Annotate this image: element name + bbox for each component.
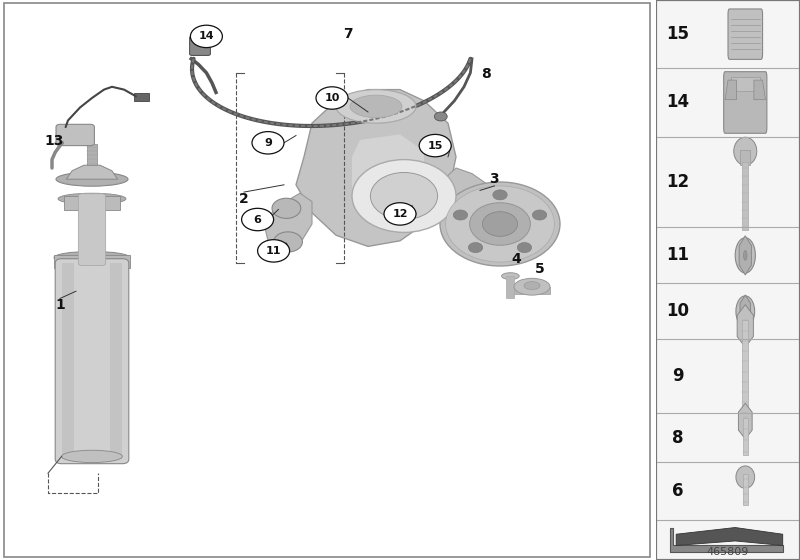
Text: 6: 6 bbox=[672, 482, 683, 500]
Circle shape bbox=[252, 132, 284, 154]
Ellipse shape bbox=[58, 193, 126, 204]
Text: 1: 1 bbox=[55, 298, 65, 312]
Circle shape bbox=[482, 212, 518, 236]
Ellipse shape bbox=[514, 278, 550, 295]
Circle shape bbox=[419, 134, 451, 157]
Circle shape bbox=[316, 87, 348, 109]
Ellipse shape bbox=[502, 273, 519, 279]
Text: 15: 15 bbox=[666, 25, 689, 43]
Text: 4: 4 bbox=[511, 252, 521, 265]
Polygon shape bbox=[737, 305, 754, 347]
Bar bbox=[87, 144, 97, 165]
Text: 8: 8 bbox=[672, 429, 683, 447]
Text: 6: 6 bbox=[254, 214, 262, 225]
Ellipse shape bbox=[350, 95, 402, 118]
Text: 9: 9 bbox=[264, 138, 272, 148]
Bar bbox=[742, 320, 749, 416]
Circle shape bbox=[434, 112, 447, 121]
Text: 5: 5 bbox=[535, 262, 545, 276]
Polygon shape bbox=[754, 80, 766, 100]
Polygon shape bbox=[514, 287, 550, 294]
Bar bbox=[134, 93, 149, 101]
Polygon shape bbox=[725, 80, 737, 100]
Polygon shape bbox=[676, 528, 782, 545]
Circle shape bbox=[384, 203, 416, 225]
Circle shape bbox=[470, 203, 530, 245]
Text: 8: 8 bbox=[482, 67, 491, 81]
Polygon shape bbox=[738, 403, 752, 439]
Text: 9: 9 bbox=[672, 367, 683, 385]
Circle shape bbox=[454, 210, 468, 220]
Polygon shape bbox=[740, 295, 750, 328]
Text: 11: 11 bbox=[666, 246, 689, 264]
FancyBboxPatch shape bbox=[78, 194, 106, 265]
Circle shape bbox=[274, 232, 302, 252]
Polygon shape bbox=[66, 165, 118, 179]
Bar bbox=[506, 276, 514, 298]
Text: 10: 10 bbox=[324, 93, 340, 103]
Circle shape bbox=[242, 208, 274, 231]
Bar bbox=[740, 150, 750, 165]
Bar bbox=[110, 263, 122, 459]
Bar bbox=[54, 255, 130, 268]
Ellipse shape bbox=[734, 137, 757, 165]
Circle shape bbox=[518, 242, 532, 253]
Ellipse shape bbox=[54, 251, 130, 264]
Ellipse shape bbox=[735, 237, 755, 273]
Ellipse shape bbox=[736, 466, 754, 488]
Polygon shape bbox=[296, 90, 456, 246]
Ellipse shape bbox=[336, 90, 416, 123]
Text: 14: 14 bbox=[666, 94, 689, 111]
Circle shape bbox=[370, 172, 438, 220]
FancyBboxPatch shape bbox=[190, 36, 210, 55]
Text: 2: 2 bbox=[239, 192, 249, 206]
Ellipse shape bbox=[744, 307, 746, 315]
Text: 10: 10 bbox=[666, 302, 689, 320]
Circle shape bbox=[440, 182, 560, 266]
Ellipse shape bbox=[62, 450, 122, 463]
Text: 14: 14 bbox=[198, 31, 214, 41]
Circle shape bbox=[446, 186, 554, 262]
Bar bbox=[62, 263, 74, 459]
Bar bbox=[742, 474, 748, 505]
Ellipse shape bbox=[524, 282, 540, 290]
Circle shape bbox=[352, 160, 456, 232]
Circle shape bbox=[468, 242, 482, 253]
Ellipse shape bbox=[743, 250, 747, 260]
Text: 12: 12 bbox=[392, 209, 408, 219]
Circle shape bbox=[258, 240, 290, 262]
Text: 11: 11 bbox=[266, 246, 282, 256]
Text: 3: 3 bbox=[490, 172, 499, 186]
Polygon shape bbox=[739, 236, 751, 275]
FancyBboxPatch shape bbox=[55, 259, 129, 464]
Bar bbox=[742, 162, 749, 230]
Text: 13: 13 bbox=[45, 134, 64, 148]
FancyBboxPatch shape bbox=[728, 9, 762, 59]
FancyBboxPatch shape bbox=[56, 124, 94, 146]
Text: 7: 7 bbox=[343, 27, 353, 41]
Polygon shape bbox=[670, 528, 782, 552]
Circle shape bbox=[272, 198, 301, 218]
Bar bbox=[731, 77, 760, 91]
Ellipse shape bbox=[56, 172, 128, 186]
Text: 12: 12 bbox=[666, 173, 689, 191]
Ellipse shape bbox=[736, 296, 754, 327]
Circle shape bbox=[493, 190, 507, 200]
Polygon shape bbox=[352, 134, 424, 213]
Text: 15: 15 bbox=[427, 141, 443, 151]
Polygon shape bbox=[444, 168, 488, 224]
Text: 465809: 465809 bbox=[707, 547, 749, 557]
FancyBboxPatch shape bbox=[724, 72, 767, 133]
Circle shape bbox=[190, 25, 222, 48]
Polygon shape bbox=[264, 193, 312, 252]
Bar bbox=[742, 418, 748, 455]
Bar bbox=[64, 196, 120, 210]
Circle shape bbox=[532, 210, 546, 220]
